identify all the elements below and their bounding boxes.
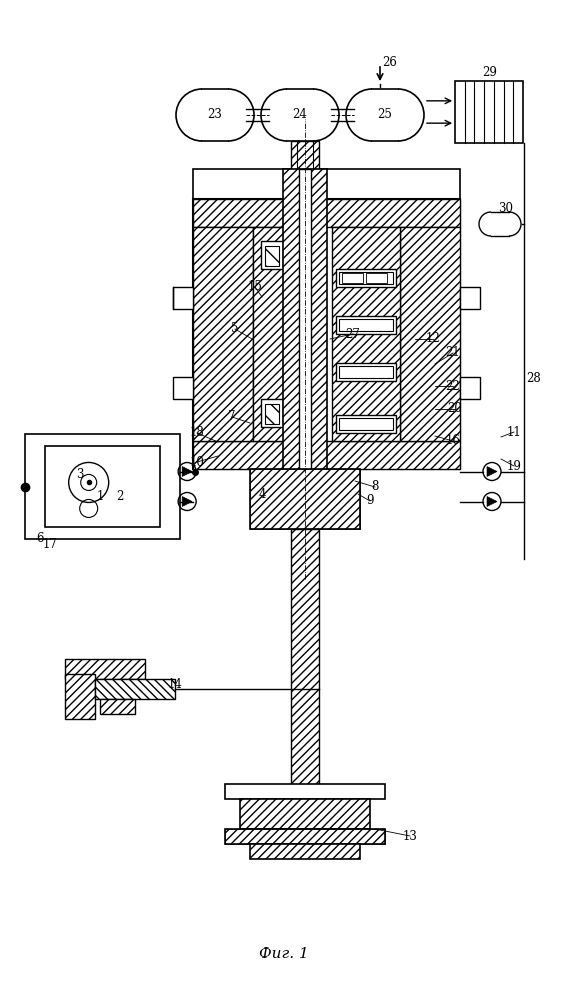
Bar bbox=[173, 377, 193, 399]
Text: 26: 26 bbox=[383, 57, 398, 70]
Bar bbox=[95, 679, 175, 699]
Bar bbox=[250, 844, 360, 859]
Bar bbox=[366, 273, 387, 283]
Bar bbox=[332, 227, 400, 441]
Bar bbox=[339, 272, 393, 284]
Bar bbox=[291, 141, 319, 169]
Bar bbox=[283, 169, 327, 494]
Text: 17: 17 bbox=[43, 537, 57, 550]
Bar bbox=[225, 829, 385, 844]
Text: 1: 1 bbox=[97, 491, 104, 503]
Bar bbox=[253, 227, 305, 441]
Bar bbox=[342, 273, 363, 283]
Text: 11: 11 bbox=[507, 426, 521, 439]
Text: 30: 30 bbox=[499, 203, 513, 216]
Text: 21: 21 bbox=[446, 347, 461, 360]
Bar bbox=[193, 441, 460, 469]
Bar bbox=[95, 679, 175, 699]
Text: 23: 23 bbox=[207, 109, 223, 122]
Polygon shape bbox=[182, 467, 192, 477]
Text: 16: 16 bbox=[445, 435, 461, 448]
Text: 12: 12 bbox=[425, 333, 440, 346]
Bar bbox=[455, 81, 523, 143]
Bar bbox=[299, 169, 311, 569]
Bar bbox=[250, 469, 360, 529]
Text: 20: 20 bbox=[448, 403, 462, 416]
Bar bbox=[193, 199, 460, 227]
Text: 15: 15 bbox=[248, 281, 262, 294]
Bar bbox=[336, 415, 396, 433]
Text: Фиг. 1: Фиг. 1 bbox=[259, 947, 309, 961]
Bar bbox=[45, 446, 160, 527]
Polygon shape bbox=[182, 497, 192, 506]
Bar bbox=[193, 227, 253, 441]
Bar bbox=[100, 699, 135, 714]
Bar bbox=[336, 269, 396, 287]
Text: 7: 7 bbox=[228, 411, 236, 424]
Polygon shape bbox=[487, 467, 497, 477]
Bar bbox=[225, 784, 385, 799]
Bar bbox=[261, 241, 283, 269]
Bar bbox=[336, 316, 396, 334]
Text: 6: 6 bbox=[36, 532, 44, 545]
Text: 3: 3 bbox=[76, 468, 83, 481]
Text: 29: 29 bbox=[483, 66, 498, 79]
Bar bbox=[65, 659, 145, 679]
Text: 2: 2 bbox=[116, 491, 124, 503]
Text: 8: 8 bbox=[371, 481, 379, 494]
Bar bbox=[339, 366, 393, 378]
Text: 14: 14 bbox=[168, 677, 182, 690]
Bar bbox=[250, 469, 360, 529]
Bar bbox=[173, 287, 193, 309]
Bar bbox=[225, 829, 385, 844]
Bar bbox=[400, 227, 460, 441]
Text: 10: 10 bbox=[190, 456, 204, 469]
Polygon shape bbox=[487, 497, 497, 506]
Text: 19: 19 bbox=[507, 460, 521, 473]
Text: 24: 24 bbox=[293, 109, 307, 122]
Bar bbox=[265, 404, 279, 424]
Text: 13: 13 bbox=[403, 829, 417, 842]
Bar bbox=[336, 363, 396, 381]
Text: 28: 28 bbox=[527, 373, 541, 386]
Text: 25: 25 bbox=[378, 109, 392, 122]
Bar bbox=[460, 287, 480, 309]
Bar bbox=[261, 399, 283, 427]
Bar bbox=[25, 434, 180, 539]
Text: 9: 9 bbox=[366, 495, 374, 507]
Bar bbox=[193, 199, 460, 469]
Bar bbox=[240, 799, 370, 829]
Bar bbox=[193, 169, 460, 199]
Text: 22: 22 bbox=[446, 380, 461, 393]
Bar bbox=[265, 246, 279, 266]
Text: 18: 18 bbox=[190, 427, 204, 440]
Text: 4: 4 bbox=[258, 489, 266, 501]
Bar bbox=[339, 319, 393, 331]
Text: 5: 5 bbox=[231, 323, 239, 336]
Bar bbox=[65, 674, 95, 719]
Text: 27: 27 bbox=[345, 328, 361, 341]
Bar bbox=[339, 418, 393, 430]
Bar bbox=[291, 529, 319, 799]
Bar bbox=[460, 377, 480, 399]
